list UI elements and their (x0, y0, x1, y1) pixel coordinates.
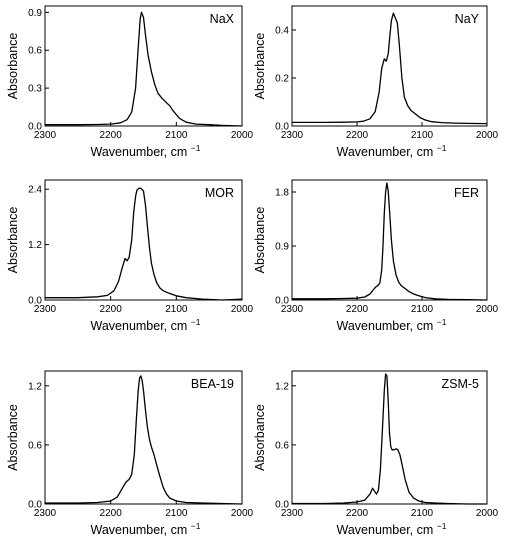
plot-frame (44, 370, 243, 505)
x-tick-label: 2300 (34, 130, 57, 141)
x-axis-label: Wavenumber, cm −1 (337, 521, 447, 537)
y-tick-label: 0.6 (275, 440, 289, 451)
x-tick-label: 2000 (231, 130, 254, 141)
x-tick-label: 2100 (165, 130, 188, 141)
x-tick-label: 2300 (34, 508, 57, 519)
x-axis-label-superscript: −1 (191, 317, 201, 327)
x-tick-label: 2300 (281, 508, 304, 519)
x-tick-label: 2200 (100, 508, 123, 519)
spectrum-line (45, 187, 243, 301)
x-tick-label: 2200 (100, 130, 123, 141)
y-tick-label: 1.8 (275, 188, 289, 199)
plot-frame (291, 179, 488, 301)
y-tick-label: 0.6 (28, 46, 42, 57)
x-tick-label: 2100 (411, 304, 434, 315)
panel-label: NaY (455, 12, 480, 26)
x-tick-label: 2000 (476, 508, 499, 519)
y-tick-label: 0.9 (28, 8, 42, 19)
plot-frame (291, 370, 488, 505)
y-tick-label: 0.0 (28, 122, 42, 133)
x-axis-label: Wavenumber, cm −1 (337, 143, 447, 159)
y-tick-label: 0.0 (275, 122, 289, 133)
x-tick-label: 2200 (346, 130, 369, 141)
y-axis-label: Absorbance (6, 207, 20, 274)
y-tick-label: 0.0 (275, 500, 289, 511)
x-axis-label-superscript: −1 (191, 521, 201, 531)
y-tick-label: 0.0 (275, 296, 289, 307)
spectrum-line (292, 182, 488, 301)
y-tick-label: 0.3 (28, 84, 42, 95)
x-tick-label: 2200 (100, 304, 123, 315)
y-axis-label: Absorbance (253, 207, 267, 274)
y-axis-label: Absorbance (6, 404, 20, 471)
chart-panel-4: 2300 2200 2100 2000 0.0 0.6 1.2 Wavenumber, cm … (6, 370, 254, 537)
x-tick-label: 2000 (231, 304, 254, 315)
x-axis-label-superscript: −1 (191, 143, 201, 153)
x-axis-label: Wavenumber, cm −1 (91, 317, 201, 333)
x-axis-label: Wavenumber, cm −1 (91, 143, 201, 159)
y-tick-label: 1.2 (28, 381, 42, 392)
panel-label: ZSM-5 (442, 377, 480, 391)
plot-frame (44, 179, 243, 301)
y-tick-label: 0.9 (275, 242, 289, 253)
y-tick-label: 0.0 (28, 500, 42, 511)
chart-panel-5: 2300 2200 2100 2000 0.0 0.6 1.2 Wavenumber, cm … (253, 370, 499, 537)
y-tick-label: 0.0 (28, 296, 42, 307)
x-tick-label: 2300 (34, 304, 57, 315)
x-tick-label: 2200 (346, 304, 369, 315)
x-tick-label: 2000 (476, 130, 499, 141)
x-tick-label: 2100 (411, 508, 434, 519)
chart-panel-1: 2300 2200 2100 2000 0.0 0.2 0.4 Wavenumber, cm … (253, 5, 499, 159)
spectrum-line (45, 11, 243, 127)
spectrum-line (292, 12, 488, 125)
y-axis-label: Absorbance (6, 33, 20, 100)
x-tick-label: 2100 (411, 130, 434, 141)
y-tick-label: 2.4 (28, 185, 42, 196)
x-axis-label: Wavenumber, cm −1 (337, 317, 447, 333)
panel-label: NaX (210, 12, 235, 26)
x-axis-label-superscript: −1 (437, 143, 447, 153)
x-tick-label: 2000 (476, 304, 499, 315)
y-axis-label: Absorbance (253, 404, 267, 471)
panel-label: BEA-19 (191, 377, 234, 391)
x-tick-label: 2000 (231, 508, 254, 519)
x-tick-label: 2200 (346, 508, 369, 519)
x-tick-label: 2300 (281, 304, 304, 315)
spectrum-line (45, 375, 243, 505)
spectrum-line (292, 373, 487, 505)
y-tick-label: 0.2 (275, 74, 289, 85)
plot-frame (44, 5, 243, 127)
panel-label: FER (454, 186, 479, 200)
x-tick-label: 2300 (281, 130, 304, 141)
y-tick-label: 1.2 (275, 381, 289, 392)
y-axis-label: Absorbance (253, 33, 267, 100)
chart-panel-3: 2300 2200 2100 2000 0.0 0.9 1.8 Wavenumber, cm … (253, 179, 499, 333)
x-tick-label: 2100 (165, 508, 188, 519)
x-axis-label-superscript: −1 (437, 317, 447, 327)
y-tick-label: 1.2 (28, 240, 42, 251)
x-axis-label: Wavenumber, cm −1 (91, 521, 201, 537)
y-tick-label: 0.4 (275, 26, 289, 37)
panel-label: MOR (205, 186, 234, 200)
y-tick-label: 0.6 (28, 440, 42, 451)
chart-panel-0: 2300 2200 2100 2000 0.0 0.3 0.6 0.9 Wavenumber, … (6, 5, 254, 159)
x-tick-label: 2100 (165, 304, 188, 315)
plot-frame (291, 5, 488, 127)
x-axis-label-superscript: −1 (437, 521, 447, 531)
chart-panel-2: 2300 2200 2100 2000 0.0 1.2 2.4 Wavenumber, cm … (6, 179, 254, 333)
